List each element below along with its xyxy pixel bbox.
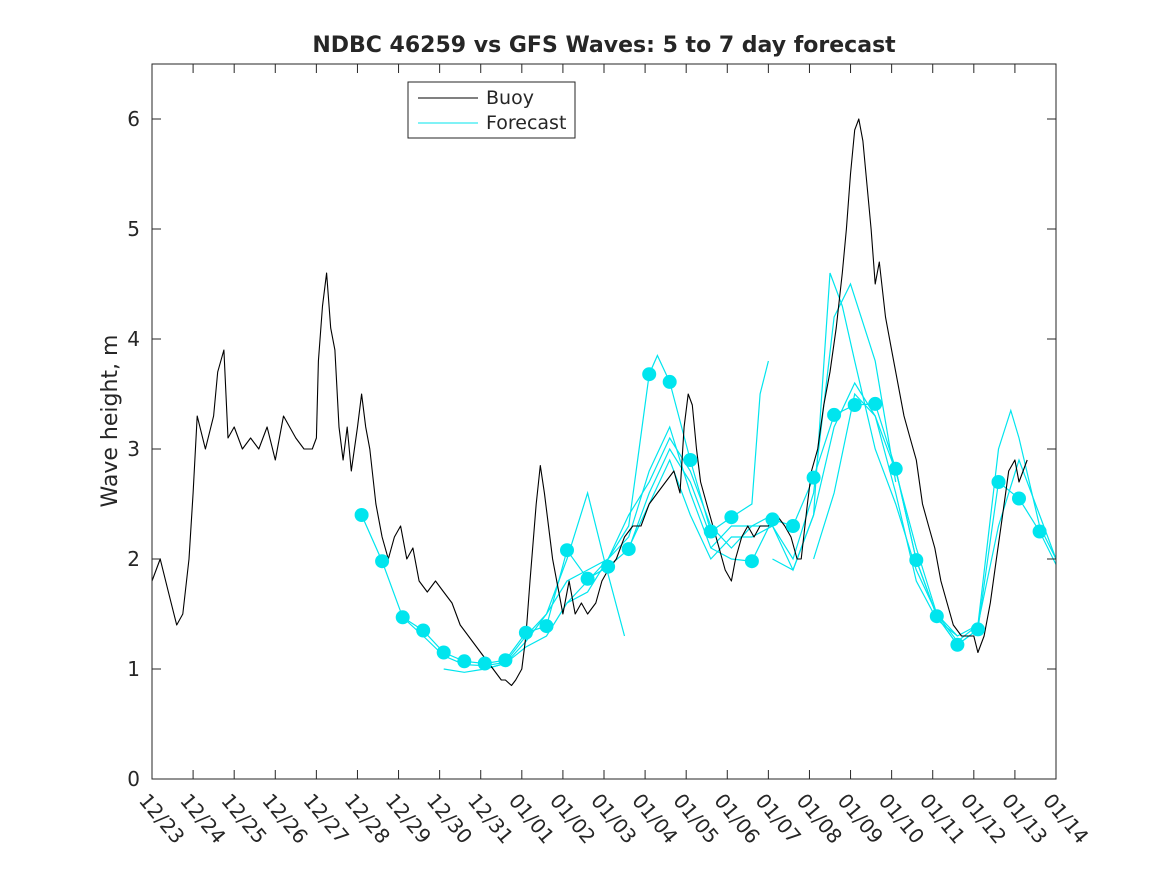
y-tick-label: 1 [127,657,140,681]
y-tick-label: 0 [127,767,140,791]
forecast-curve-6 [628,282,897,561]
forecast-marker-10 [539,619,554,634]
forecast-marker-22 [786,519,800,533]
x-tick-label: 01/13 [997,789,1052,849]
y-tick-label: 2 [127,547,140,571]
forecast-marker-28 [909,553,924,568]
x-tick-label: 01/10 [874,789,929,849]
forecast-marker-9 [518,625,533,640]
y-tick-label: 5 [127,217,140,241]
x-tick-label: 01/04 [627,789,682,849]
forecast-marker-26 [868,396,883,411]
forecast-marker-14 [621,542,636,557]
y-axis-label: Wave height, m [98,335,123,508]
x-tick-label: 01/08 [792,789,847,849]
x-tick-label: 01/09 [833,789,888,849]
forecast-curve-8 [772,381,1057,637]
x-tick-label: 12/26 [257,789,312,849]
x-tick-label: 01/12 [956,789,1011,849]
x-tick-label: 01/05 [668,789,723,849]
forecast-marker-6 [457,654,472,669]
forecast-marker-33 [1012,491,1026,506]
legend-label-buoy: Buoy [486,87,534,109]
x-tick-label: 01/02 [545,789,600,849]
x-tick-label: 01/07 [751,789,806,849]
forecast-marker-5 [436,645,451,660]
forecast-marker-17 [683,453,698,467]
x-tick-label: 12/24 [175,789,230,849]
x-tick-label: 12/29 [381,789,436,849]
legend-label-forecast: Forecast [486,112,566,134]
x-tick-label: 12/27 [299,789,354,849]
x-tick-label: 12/31 [463,789,518,849]
forecast-marker-32 [991,475,1006,489]
x-tick-label: 01/03 [586,789,641,849]
forecast-marker-20 [744,554,759,569]
forecast-marker-7 [477,656,492,671]
x-tick-label: 01/14 [1038,789,1093,849]
forecast-marker-12 [580,571,595,586]
forecast-marker-27 [888,461,903,476]
x-tick-label: 12/30 [422,789,477,849]
forecast-marker-18 [703,524,718,539]
forecast-marker-11 [560,543,574,558]
legend: Buoy Forecast [407,81,576,139]
forecast-marker-30 [950,637,965,652]
forecast-marker-8 [498,653,513,668]
data-layer [151,118,1057,687]
x-tick-label: 12/23 [134,789,189,849]
y-tick-label: 3 [127,437,140,461]
forecast-marker-29 [929,609,944,624]
forecast-marker-23 [806,470,821,485]
forecast-marker-25 [847,398,862,412]
x-tick-label: 01/06 [709,789,764,849]
forecast-marker-2 [375,554,390,569]
forecast-marker-16 [662,374,677,389]
forecast-marker-1 [354,508,369,522]
y-tick-label: 4 [127,327,140,351]
x-tick-label: 01/01 [504,789,559,849]
forecast-marker-15 [642,367,657,382]
forecast-curve-9 [813,392,1057,643]
forecast-marker-24 [827,407,842,422]
forecast-marker-13 [601,559,616,574]
forecast-marker-34 [1032,524,1047,539]
forecast-curve-2 [402,447,712,665]
y-tick-label: 6 [127,107,140,131]
x-tick-label: 01/11 [915,789,970,849]
legend-box [407,81,576,139]
forecast-marker-3 [395,610,410,625]
x-tick-label: 12/28 [340,789,395,849]
plot-area [152,64,1056,779]
chart-title: NDBC 46259 vs GFS Waves: 5 to 7 day fore… [312,33,896,58]
x-tick-label: 12/25 [216,789,271,849]
forecast-marker-4 [416,623,431,638]
forecast-marker-21 [765,512,780,527]
buoy-line [151,118,1028,687]
forecast-marker-19 [724,510,739,525]
forecast-marker-31 [970,622,985,637]
